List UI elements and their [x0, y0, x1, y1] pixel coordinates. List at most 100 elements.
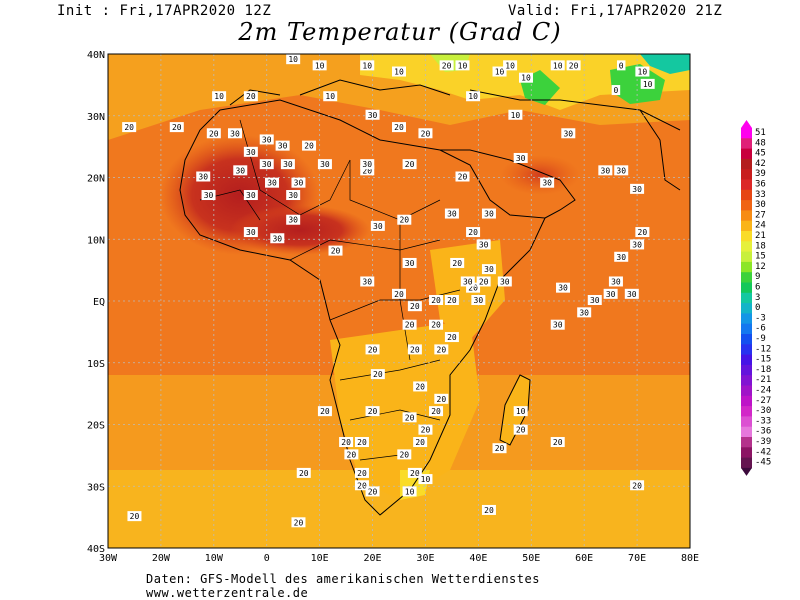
latitude-label: 10S — [87, 359, 105, 370]
legend-swatch — [741, 385, 752, 397]
contour-label: 20 — [402, 159, 417, 170]
contour-label: 20 — [392, 122, 406, 133]
contour-label-box — [587, 295, 602, 305]
contour-label: 20 — [365, 406, 380, 417]
contour-label-text: 20 — [410, 302, 420, 311]
longitude-label: 20E — [364, 553, 382, 564]
contour-label-text: 30 — [553, 321, 563, 330]
contour-label: 30 — [360, 159, 375, 170]
contour-label: 10 — [466, 91, 481, 102]
contour-label-text: 30 — [627, 290, 637, 299]
contour-label-text: 30 — [463, 277, 473, 286]
contour-label-box — [418, 474, 433, 485]
legend-label: 51 — [755, 128, 766, 138]
contour-label: 20 — [317, 406, 332, 417]
contour-label-box — [444, 332, 459, 343]
contour-label-text: 30 — [611, 277, 621, 286]
contour-label: 20 — [434, 344, 449, 355]
contour-label: 10 — [455, 60, 470, 71]
contour-label-text: 0 — [619, 61, 624, 70]
contour-label-text: 30 — [262, 160, 272, 169]
contour-label: 20 — [122, 122, 137, 133]
contour-label: 30 — [587, 295, 602, 305]
contour-label: 30 — [196, 171, 211, 182]
contour-label: 10 — [640, 78, 655, 89]
contour-label-text: 20 — [368, 487, 378, 496]
legend-swatch — [741, 447, 752, 459]
contour-label-text: 30 — [246, 228, 256, 237]
contour-label-box — [365, 486, 380, 497]
legend-swatch — [741, 251, 752, 263]
website: www.wetterzentrale.de — [146, 586, 309, 600]
contour-label-box — [317, 159, 332, 170]
longitude-label: 20W — [152, 553, 171, 564]
contour-label-text: 10 — [315, 61, 325, 70]
contour-label: 20 — [550, 437, 565, 448]
contour-label: 30 — [243, 227, 258, 238]
contour-label: 30 — [291, 177, 306, 188]
legend-label: 12 — [755, 262, 766, 272]
contour-label: 10 — [286, 54, 301, 65]
contour-label: 30 — [270, 233, 285, 244]
contour-label-text: 30 — [267, 179, 277, 188]
contour-label-box — [429, 319, 444, 330]
contour-label: 30 — [608, 276, 623, 287]
contour-label: 20 — [402, 412, 417, 423]
contour-label-box — [444, 295, 459, 305]
legend-label: -33 — [755, 416, 771, 426]
legend-label: -45 — [755, 458, 771, 468]
contour-label-text: 30 — [246, 191, 256, 200]
contour-label-box — [392, 122, 406, 133]
contour-label: 30 — [577, 307, 592, 318]
legend-swatch — [741, 426, 752, 438]
contour-label-box — [402, 257, 417, 268]
contour-label: 30 — [233, 165, 248, 176]
contour-label: 10 — [513, 406, 528, 417]
legend-swatch — [741, 200, 752, 211]
contour-label-text: 20 — [347, 450, 357, 459]
color-legend: 51484542393633302724211815129630-3-6-9-1… — [741, 120, 771, 476]
contour-label-text: 20 — [458, 173, 468, 182]
contour-label-box — [243, 146, 258, 157]
contour-label-box — [370, 220, 385, 231]
contour-label-text: 30 — [542, 179, 552, 188]
contour-label-box — [616, 60, 626, 71]
contour-label-box — [635, 66, 650, 77]
longitude-label: 60E — [575, 553, 593, 564]
coastlines — [179, 79, 681, 516]
contour-label-text: 30 — [405, 259, 415, 268]
contour-label-text: 20 — [394, 290, 404, 299]
contour-label-box — [243, 227, 258, 238]
contour-label-box — [508, 109, 523, 120]
contour-label: 20 — [339, 437, 354, 448]
contour-label-text: 20 — [447, 296, 457, 305]
contour-label: 30 — [598, 165, 613, 176]
contour-label-box — [418, 128, 433, 139]
contour-label-text: 20 — [447, 333, 457, 342]
legend-label: 9 — [755, 272, 760, 282]
contour-label: 30 — [481, 208, 496, 219]
contour-label-text: 20 — [362, 166, 372, 175]
contour-label: 30 — [614, 251, 629, 262]
contour-label: 20 — [407, 301, 422, 312]
contour-label: 10 — [392, 66, 406, 77]
legend-swatch — [741, 148, 752, 160]
contour-label: 0 — [616, 60, 626, 71]
contour-label: 30 — [365, 109, 380, 120]
contour-label: 10 — [508, 109, 523, 120]
contour-label-text: 10 — [468, 92, 478, 101]
contour-label-text: 10 — [214, 92, 224, 101]
contour-label-box — [413, 381, 428, 392]
contour-label-box — [630, 183, 645, 194]
contour-label-box — [397, 214, 412, 225]
contour-label: 10 — [550, 60, 565, 71]
contour-label: 10 — [312, 60, 327, 71]
contour-label-box — [243, 190, 258, 201]
contour-label-text: 30 — [590, 296, 600, 305]
contour-label: 20 — [444, 295, 459, 305]
contour-label-text: 30 — [474, 296, 484, 305]
contour-label-box — [328, 245, 343, 256]
legend-swatch — [741, 395, 752, 407]
contour-label: 20 — [354, 480, 369, 491]
